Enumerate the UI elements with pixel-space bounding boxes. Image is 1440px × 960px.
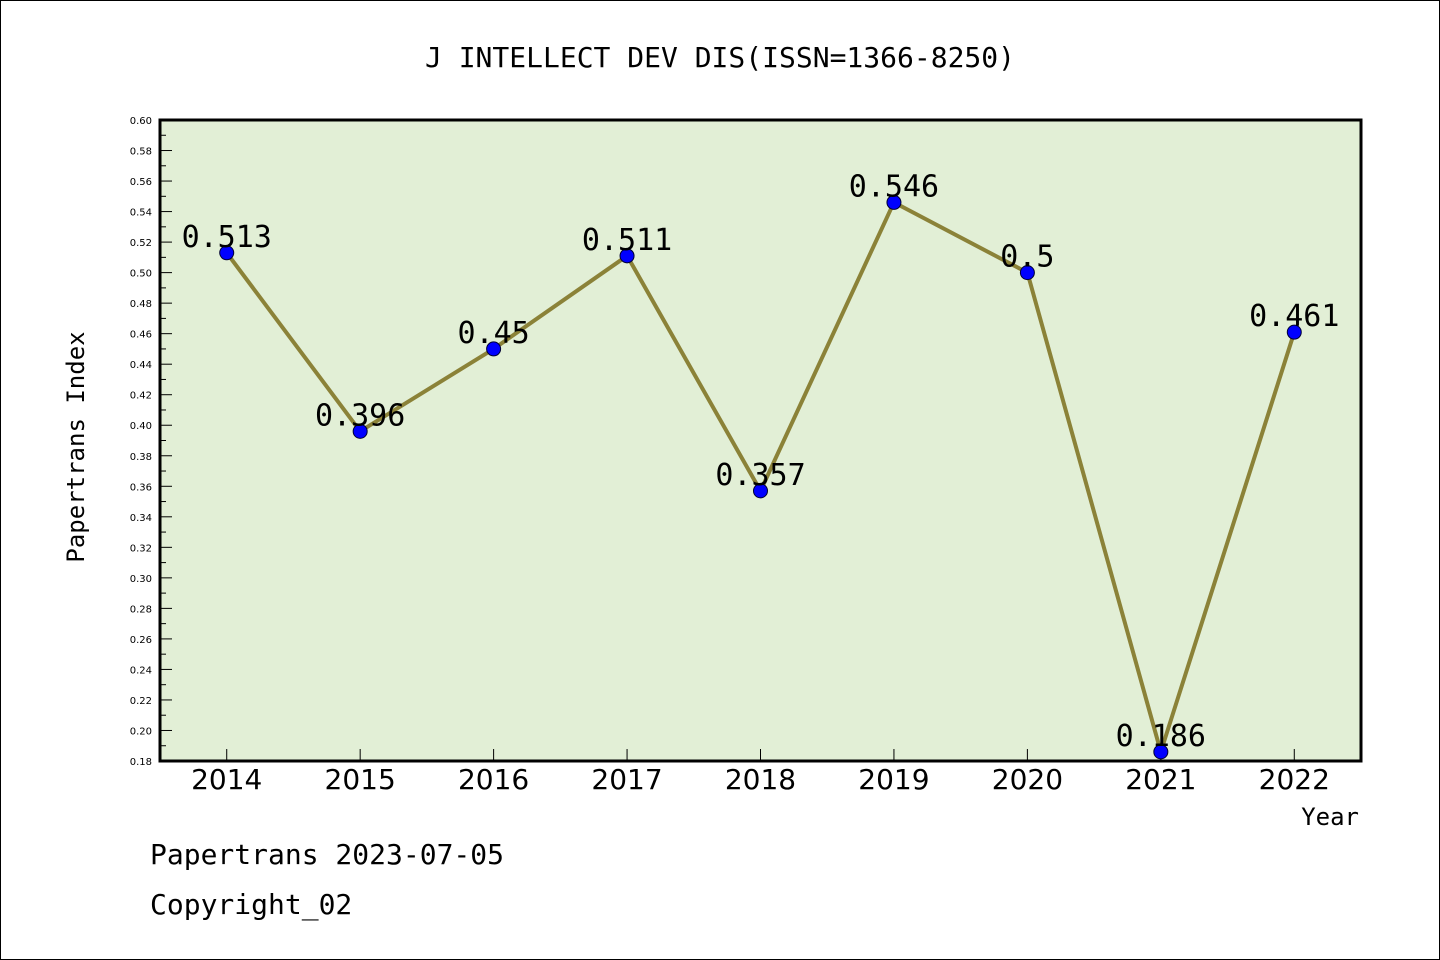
- x-tick-label: 2015: [325, 763, 396, 796]
- y-tick-label: 0.26: [130, 635, 152, 646]
- x-axis: 2014 2015 2016 2017 2018 2019 2020 2021 2022: [191, 749, 1330, 796]
- x-tick-label: 2022: [1259, 763, 1330, 796]
- footer-date-text: Papertrans 2023-07-05: [150, 838, 504, 871]
- chart-title: J INTELLECT DEV DIS(ISSN=1366-8250): [425, 41, 1015, 74]
- x-tick-label: 2017: [591, 763, 662, 796]
- y-tick-label: 0.52: [130, 238, 152, 249]
- y-tick-label: 0.28: [130, 604, 152, 615]
- x-tick-label: 2016: [458, 763, 529, 796]
- y-tick-label: 0.48: [130, 299, 152, 310]
- data-label: 0.511: [582, 223, 672, 258]
- data-point: [1286, 324, 1302, 340]
- data-label: 0.357: [715, 458, 805, 493]
- x-axis-label: Year: [1301, 803, 1359, 831]
- data-label: 0.461: [1249, 299, 1339, 334]
- data-label: 0.5: [1000, 240, 1054, 275]
- x-tick-label: 2021: [1125, 763, 1196, 796]
- data-label: 0.513: [182, 220, 272, 255]
- x-tick-label: 2019: [858, 763, 929, 796]
- data-point: [486, 341, 502, 357]
- x-tick-label: 2020: [992, 763, 1063, 796]
- data-point: [219, 245, 235, 261]
- x-tick-label: 2014: [191, 763, 262, 796]
- data-label: 0.186: [1116, 719, 1206, 754]
- y-tick-label: 0.30: [130, 574, 152, 585]
- y-tick-label: 0.44: [130, 360, 152, 371]
- data-label: 0.45: [457, 316, 529, 351]
- data-point: [352, 423, 368, 439]
- y-axis: 0.18 0.20 0.22 0.24 0.26 0.28 0.30 0.32 0.34 0.36…: [130, 116, 172, 768]
- series-markers: [219, 194, 1302, 760]
- data-point: [753, 483, 768, 499]
- y-tick-label: 0.60: [130, 116, 152, 127]
- y-tick-label: 0.40: [130, 421, 152, 432]
- data-point: [886, 194, 902, 210]
- y-tick-label: 0.50: [130, 269, 152, 280]
- y-tick-label: 0.34: [130, 513, 152, 524]
- data-label: 0.546: [849, 169, 939, 204]
- y-tick-label: 0.58: [130, 147, 152, 158]
- y-tick-label: 0.36: [130, 482, 152, 493]
- plot-area: [158, 118, 1363, 763]
- y-tick-label: 0.42: [130, 391, 152, 402]
- y-tick-label: 0.24: [130, 665, 152, 676]
- y-tick-label: 0.38: [130, 452, 152, 463]
- y-tick-label: 0.22: [130, 696, 152, 707]
- y-tick-label: 0.54: [130, 208, 152, 219]
- y-tick-label: 0.20: [130, 726, 152, 737]
- data-point: [1153, 744, 1169, 760]
- data-labels: 0.513 0.396 0.45 0.511 0.357 0.546 0.5 0.186 0.4…: [182, 169, 1340, 753]
- y-tick-label: 0.18: [130, 757, 152, 768]
- y-axis-label: Papertrans Index: [62, 331, 90, 562]
- data-label: 0.396: [315, 398, 405, 433]
- y-tick-label: 0.46: [130, 330, 152, 341]
- data-point: [1019, 265, 1035, 281]
- data-point: [619, 248, 635, 264]
- y-tick-label: 0.56: [130, 177, 152, 188]
- x-tick-label: 2018: [725, 763, 796, 796]
- footer-copyright-text: Copyright_02: [150, 888, 352, 922]
- y-tick-label: 0.32: [130, 543, 152, 554]
